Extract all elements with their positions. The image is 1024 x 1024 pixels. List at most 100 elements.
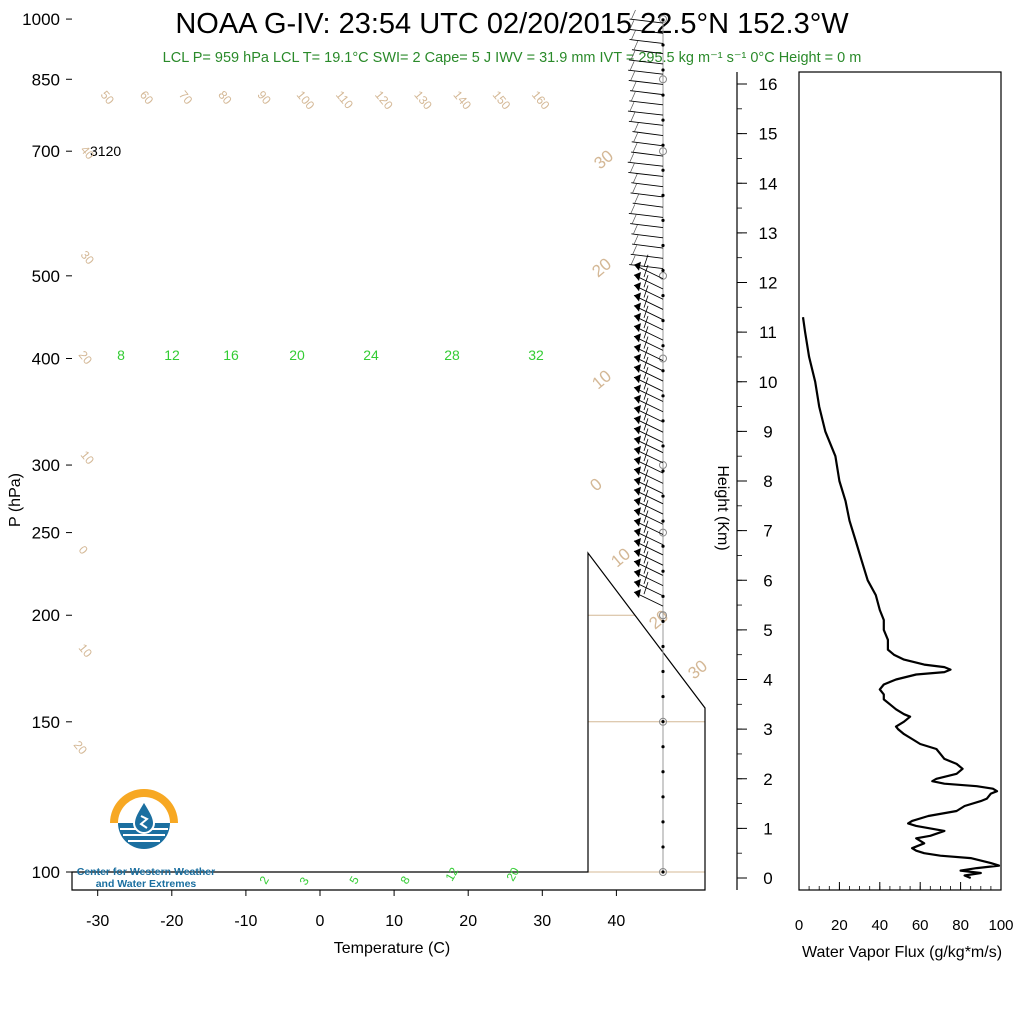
isotherm-label: 130	[411, 88, 435, 113]
dry-adiabat	[0, 1, 1024, 872]
isotherm-label: 80	[215, 88, 235, 107]
flux-y-tick-label: 13	[759, 224, 778, 243]
wind-barb-flag	[634, 415, 641, 424]
wind-barb-flag	[634, 569, 641, 578]
dry-adiabat	[0, 1, 1024, 872]
moist-adiabat-label: 16	[223, 347, 239, 363]
x-axis-label: Temperature (C)	[334, 940, 450, 957]
flux-y-tick-label: 0	[763, 869, 772, 888]
wind-barb-feather	[631, 51, 635, 60]
wind-barb-feather	[631, 92, 635, 101]
logo-caption-line-1: Center for Western Weather	[68, 866, 224, 878]
y-tick-label: 150	[32, 713, 60, 732]
isotherm-label-left: 10	[78, 448, 98, 467]
wind-level-dot	[661, 244, 664, 247]
wind-barb-flag	[634, 579, 641, 588]
isotherm-label-left: 20	[76, 348, 96, 367]
wind-level-dot	[661, 520, 664, 523]
wind-barb-feather	[630, 20, 634, 29]
wind-level-dot	[661, 43, 664, 46]
flux-x-tick-label: 100	[988, 917, 1013, 934]
wind-barb-flag	[634, 333, 641, 342]
dry-adiabat	[0, 1, 1024, 872]
wind-barb-flag	[634, 528, 641, 537]
wind-level-dot	[661, 494, 664, 497]
x-tick-label: -10	[234, 913, 257, 930]
wind-barb-flag	[634, 538, 641, 547]
wind-level-dot	[661, 670, 664, 673]
wind-level-dot	[661, 169, 664, 172]
mixing-ratio-line	[36, 1, 418, 359]
wind-barb-flag	[634, 497, 641, 506]
logo-caption: Center for Western Weather and Water Ext…	[68, 866, 224, 890]
mixing-ratio-label: 8	[397, 873, 413, 886]
dry-adiabat-label: 0	[586, 474, 605, 495]
flux-y-tick-label: 5	[763, 621, 772, 640]
flux-y-tick-label: 4	[763, 671, 772, 690]
wind-barb-flag	[634, 589, 641, 598]
dry-adiabat	[0, 1, 264, 872]
wind-level-dot	[661, 18, 664, 21]
dry-adiabat	[0, 1, 1024, 872]
logo-caption-line-2: and Water Extremes	[68, 878, 224, 890]
moist-adiabat-label: 12	[164, 347, 180, 363]
mixing-ratio-line	[0, 1, 275, 359]
wind-level-dot	[661, 795, 664, 798]
wind-barb-flag	[634, 477, 641, 486]
isotherm-label-left: 10	[76, 641, 96, 660]
wind-barb	[628, 172, 663, 176]
moist-adiabat	[0, 19, 468, 615]
wind-level-dot	[661, 645, 664, 648]
dry-adiabat-label: 10	[588, 366, 615, 393]
isotherm	[0, 1, 260, 872]
dry-adiabat	[0, 1, 1024, 872]
wind-barb-flag	[634, 303, 641, 312]
isotherm-label-left: 0	[76, 543, 91, 557]
mixing-ratio-line	[0, 1, 367, 359]
wind-barb	[628, 29, 663, 33]
isotherm	[0, 1, 334, 872]
wind-barb	[629, 121, 663, 125]
flux-y-tick-label: 8	[763, 472, 772, 491]
wind-barb	[628, 111, 663, 115]
mixing-ratio-label: 3	[296, 874, 312, 887]
wind-level-dot	[661, 269, 664, 272]
wind-barb-feather	[631, 71, 635, 80]
moist-adiabat-label: 24	[363, 347, 379, 363]
wind-barb	[629, 39, 663, 43]
wind-barb-flag	[634, 466, 641, 475]
wind-barb-flag	[634, 425, 641, 434]
flux-y-tick-label: 10	[759, 373, 778, 392]
x-tick-label: 10	[385, 913, 403, 930]
y-axis-label: P (hPa)	[7, 473, 24, 527]
wind-level-dot	[661, 119, 664, 122]
moist-adiabat-label: 20	[289, 347, 305, 363]
flux-y-tick-label: 7	[763, 522, 772, 541]
mixing-ratio-label: 2	[256, 873, 272, 886]
y-tick-label: 300	[32, 456, 60, 475]
flux-frame	[799, 72, 1001, 890]
mixing-ratio-label: 5	[346, 873, 362, 886]
wind-level-dot	[661, 870, 664, 873]
mixing-ratio-label: 20	[503, 865, 522, 884]
dry-adiabat	[0, 1, 715, 872]
y-tick-label: 500	[32, 267, 60, 286]
isotherm-label: 140	[451, 88, 475, 113]
wind-barb	[629, 265, 663, 269]
x-tick-label: -30	[86, 913, 109, 930]
wind-barb-flag	[634, 364, 641, 373]
isotherm-label-left: 20	[71, 738, 91, 757]
dry-adiabat	[0, 1, 865, 872]
wind-barb-flag	[634, 282, 641, 291]
wind-barb-feather	[630, 163, 634, 172]
flux-x-tick-label: 40	[871, 917, 888, 934]
wind-level-dot	[661, 820, 664, 823]
dry-adiabat	[0, 1, 414, 872]
dry-adiabat-label: 20	[645, 606, 672, 633]
dry-adiabat-label: 30	[684, 656, 711, 683]
moist-adiabat-label: 32	[528, 347, 544, 363]
isotherm-label-left: 30	[78, 248, 98, 267]
y-tick-label: 250	[32, 524, 60, 543]
wind-level-dot	[661, 570, 664, 573]
